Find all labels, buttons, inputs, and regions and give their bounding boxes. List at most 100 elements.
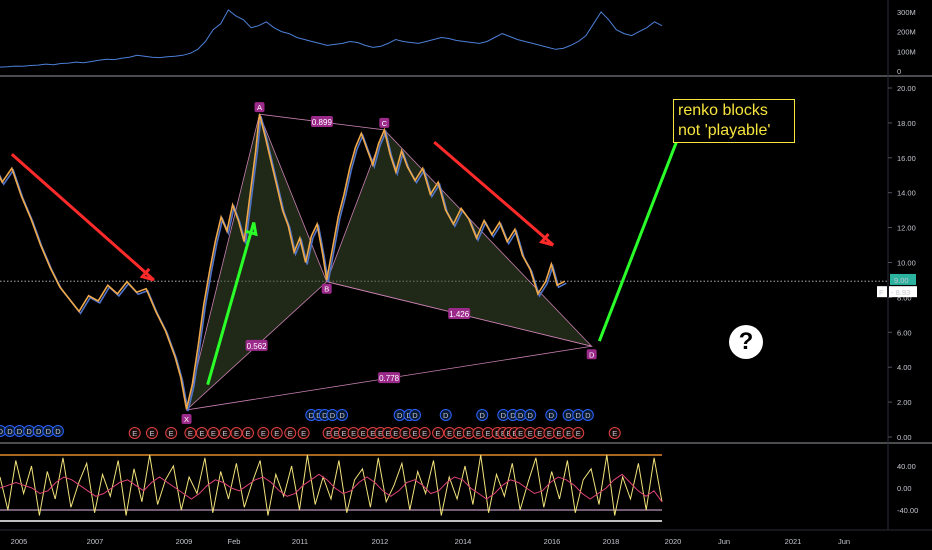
earnings-marker[interactable] <box>257 427 270 439</box>
dividend-marker[interactable] <box>545 409 558 421</box>
f-price-tag-label: - 8.93 <box>891 288 910 297</box>
ratio-badge[interactable] <box>448 307 471 319</box>
price-tick-label: 8.00 <box>897 293 912 302</box>
dividend-marker-label: D <box>566 411 572 420</box>
earnings-marker-label: E <box>341 429 346 438</box>
price-tick-label: 2.00 <box>897 398 912 407</box>
price-tags: 9.00 F - 8.93 <box>877 273 917 298</box>
trend-arrow-head[interactable] <box>139 267 155 282</box>
dividend-marker-label: D <box>322 411 328 420</box>
price-series <box>0 114 567 412</box>
earnings-marker[interactable] <box>608 427 621 439</box>
dividend-marker[interactable] <box>476 409 489 421</box>
time-tick-label: 2016 <box>544 537 561 546</box>
earnings-marker-label: E <box>378 429 383 438</box>
last-price-tag-label: 9.00 <box>894 276 909 285</box>
earnings-marker[interactable] <box>297 427 310 439</box>
ratio-badge[interactable] <box>245 339 268 351</box>
pattern-point-badge[interactable] <box>181 413 192 424</box>
event-markers[interactable]: DDDDDDDDDDDDDDDDDDDDDDDDDDDEEEEEEEEEEEEE… <box>0 409 621 439</box>
earnings-marker-label: E <box>518 429 523 438</box>
earnings-marker[interactable] <box>432 427 445 439</box>
dividend-marker-label: D <box>576 411 582 420</box>
ratio-badge[interactable] <box>310 116 333 128</box>
trend-arrow-line[interactable] <box>206 221 256 386</box>
dividend-marker-label: D <box>46 427 52 436</box>
pattern-point-badge[interactable] <box>254 102 265 113</box>
dividend-marker-label: D <box>17 427 23 436</box>
time-tick-label: 2021 <box>785 537 802 546</box>
earnings-marker-label: E <box>351 429 356 438</box>
earnings-marker[interactable] <box>572 427 585 439</box>
dividend-marker[interactable] <box>524 409 537 421</box>
trend-arrow-line[interactable] <box>10 153 155 282</box>
ratio-label: 1.426 <box>449 310 470 319</box>
earnings-marker[interactable] <box>184 427 197 439</box>
earnings-marker[interactable] <box>128 427 141 439</box>
harmonic-pattern-labels[interactable]: X A B C D 0.899 1.426 0.562 0.778 <box>181 102 597 424</box>
earnings-marker[interactable] <box>207 427 220 439</box>
earnings-marker-label: E <box>234 429 239 438</box>
earnings-marker-label: E <box>222 429 227 438</box>
time-tick-label: 2011 <box>292 537 308 546</box>
time-axis: 2005 2007 2009 Feb 2011 2012 2014 2016 2018 2020 J… <box>11 537 850 546</box>
dividend-marker-label: D <box>7 427 13 436</box>
pattern-point-badge[interactable] <box>586 349 597 360</box>
dividend-marker-label: D <box>339 411 345 420</box>
time-tick-label: Jun <box>838 537 850 546</box>
earnings-marker-label: E <box>576 429 581 438</box>
earnings-marker-label: E <box>132 429 137 438</box>
volume-tick-label: 100M <box>897 47 916 56</box>
earnings-marker-label: E <box>245 429 250 438</box>
earnings-marker[interactable] <box>218 427 231 439</box>
oscillator-tick-label: 40.00 <box>897 462 916 471</box>
dividend-marker-label: D <box>518 411 524 420</box>
dividend-marker[interactable] <box>51 425 64 437</box>
pattern-point-label: X <box>184 415 189 424</box>
time-tick-label: 2012 <box>372 537 389 546</box>
ratio-label: 0.778 <box>379 374 400 383</box>
earnings-marker-label: E <box>447 429 452 438</box>
ratio-label: 0.562 <box>247 342 268 351</box>
earnings-marker[interactable] <box>165 427 178 439</box>
earnings-marker-label: E <box>393 429 398 438</box>
price-line <box>0 114 566 410</box>
trend-arrow-head[interactable] <box>538 233 554 247</box>
dividend-marker-label: D <box>501 411 507 420</box>
trend-arrow-line[interactable] <box>597 122 686 342</box>
dividend-marker[interactable] <box>439 409 452 421</box>
pattern-point-badge[interactable] <box>379 117 390 128</box>
f-price-tag <box>889 286 917 298</box>
time-tick-label: 2018 <box>603 537 620 546</box>
oscillator-axis: 40.00 0.00 -40.00 <box>897 462 918 515</box>
dividend-marker[interactable] <box>581 409 594 421</box>
earnings-marker-label: E <box>199 429 204 438</box>
earnings-marker-label: E <box>288 429 293 438</box>
earnings-marker-label: E <box>403 429 408 438</box>
earnings-marker[interactable] <box>418 427 431 439</box>
annotation-box[interactable]: renko blocks not 'playable' <box>673 99 795 143</box>
earnings-marker-label: E <box>334 429 339 438</box>
ratio-badge[interactable] <box>378 372 401 384</box>
earnings-marker[interactable] <box>195 427 208 439</box>
earnings-marker[interactable] <box>284 427 297 439</box>
earnings-marker[interactable] <box>241 427 254 439</box>
earnings-marker-label: E <box>326 429 331 438</box>
harmonic-pattern[interactable] <box>185 112 593 412</box>
question-mark-icon[interactable]: ? <box>729 325 763 359</box>
dividend-marker[interactable] <box>409 409 422 421</box>
trend-arrow-head[interactable] <box>245 222 258 237</box>
earnings-marker[interactable] <box>270 427 283 439</box>
dividend-marker[interactable] <box>336 409 349 421</box>
price-tick-label: 4.00 <box>897 363 912 372</box>
trend-arrow-line[interactable] <box>433 140 555 247</box>
pattern-point-badge[interactable] <box>321 283 332 294</box>
earnings-marker[interactable] <box>145 427 158 439</box>
pattern-point-label: A <box>257 103 262 112</box>
earnings-marker-label: E <box>386 429 391 438</box>
price-tick-label: 16.00 <box>897 154 916 163</box>
earnings-marker[interactable] <box>230 427 243 439</box>
price-tick-label: 0.00 <box>897 433 912 442</box>
price-tick-label: 20.00 <box>897 84 916 93</box>
